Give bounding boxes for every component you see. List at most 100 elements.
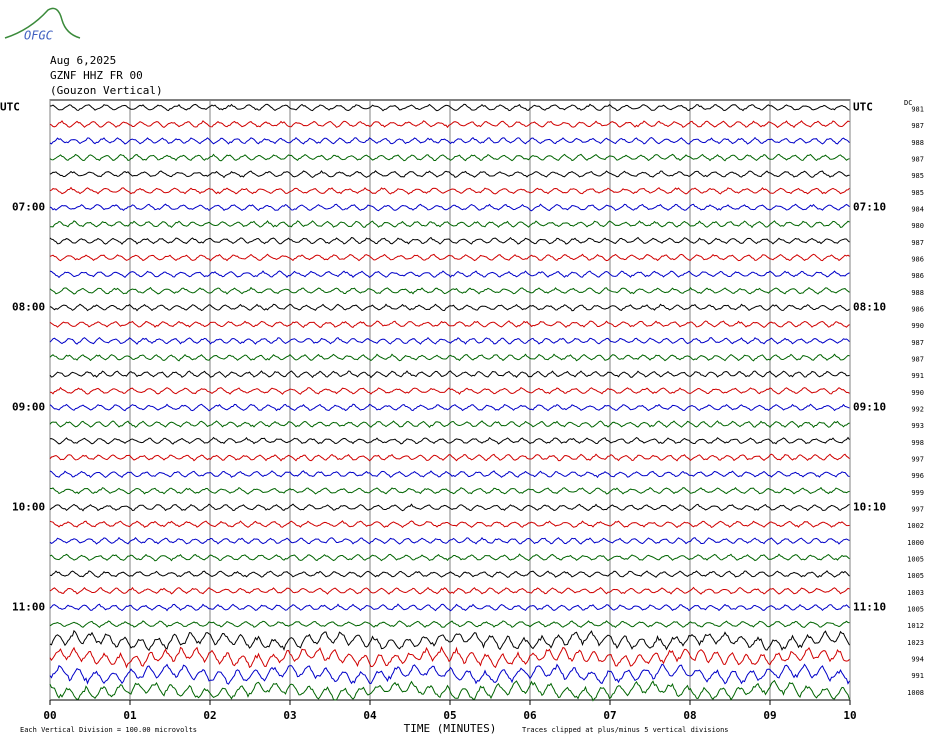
trace [49, 486, 850, 495]
station: GZNF HHZ FR 00 [50, 69, 143, 82]
dc-offset: 991 [911, 672, 924, 680]
dc-offset: 986 [911, 306, 924, 314]
dc-offset: 985 [911, 172, 924, 180]
dc-offset: 988 [911, 139, 924, 147]
left-time-label: 11:00 [12, 601, 45, 614]
right-time-label: 09:10 [853, 401, 886, 414]
dc-offset: 987 [911, 356, 924, 364]
dc-offset: 990 [911, 322, 924, 330]
trace [49, 453, 850, 462]
x-tick-label: 03 [283, 709, 296, 722]
dc-offset: 992 [911, 406, 924, 414]
dc-offset: 1002 [907, 522, 924, 530]
trace [49, 403, 850, 412]
dc-offset: 988 [911, 289, 924, 297]
trace [49, 553, 850, 562]
dc-offset: 1023 [907, 639, 924, 647]
trace [49, 620, 850, 629]
right-time-label: UTC [853, 101, 873, 114]
trace [49, 436, 850, 445]
trace [49, 503, 850, 512]
dc-offset: 1003 [907, 589, 924, 597]
left-time-label: 08:00 [12, 301, 45, 314]
x-tick-label: 07 [603, 709, 616, 722]
dc-offset: 1012 [907, 622, 924, 630]
x-tick-label: 09 [763, 709, 776, 722]
right-time-label: 07:10 [853, 201, 886, 214]
x-tick-label: 01 [123, 709, 137, 722]
dc-offset: 1000 [907, 539, 924, 547]
trace [49, 570, 850, 578]
trace [49, 663, 850, 685]
trace [49, 603, 850, 612]
right-time-label: 11:10 [853, 601, 886, 614]
trace [49, 645, 850, 669]
trace [49, 336, 850, 345]
trace [49, 270, 850, 279]
clip-note: Traces clipped at plus/minus 5 vertical … [522, 726, 729, 734]
dc-offset: 990 [911, 389, 924, 397]
trace [49, 153, 850, 162]
dc-offset: 994 [911, 656, 924, 664]
trace [49, 103, 850, 112]
trace [49, 136, 850, 145]
dc-offset: 987 [911, 122, 924, 130]
left-time-label: 07:00 [12, 201, 45, 214]
dc-offset: 1008 [907, 689, 924, 697]
trace [49, 186, 850, 195]
x-tick-label: 05 [443, 709, 456, 722]
dc-offset: 998 [911, 439, 924, 447]
dc-offset: 997 [911, 506, 924, 514]
left-time-label: 09:00 [12, 401, 45, 414]
dc-header: DC [904, 99, 912, 107]
x-tick-label: 08 [683, 709, 696, 722]
dc-offset: 1005 [907, 572, 924, 580]
dc-offset: 986 [911, 272, 924, 280]
trace [49, 303, 850, 312]
date: Aug 6,2025 [50, 54, 116, 67]
dc-offset: 1005 [907, 556, 924, 564]
trace [49, 586, 850, 595]
x-axis-label: TIME (MINUTES) [404, 722, 497, 735]
x-tick-label: 04 [363, 709, 377, 722]
dc-offset: 984 [911, 206, 924, 214]
dc-offset: 987 [911, 339, 924, 347]
trace [49, 536, 850, 545]
dc-offset: 987 [911, 239, 924, 247]
trace [49, 220, 850, 229]
dc-offset: 996 [911, 472, 924, 480]
dc-offset: 1005 [907, 606, 924, 614]
trace [49, 286, 850, 295]
x-tick-label: 00 [43, 709, 56, 722]
dc-offset: 980 [911, 222, 924, 230]
trace [49, 386, 850, 395]
x-tick-label: 10 [843, 709, 856, 722]
trace [49, 420, 850, 429]
dc-offset: 999 [911, 489, 924, 497]
dc-offset: 981 [911, 106, 924, 114]
trace [49, 353, 850, 362]
logo: OFGC [24, 29, 54, 43]
dc-offset: 991 [911, 372, 924, 380]
trace [49, 370, 850, 379]
left-time-label: UTC [0, 101, 20, 114]
dc-offset: 997 [911, 456, 924, 464]
dc-offset: 986 [911, 256, 924, 264]
dc-offset: 993 [911, 422, 924, 430]
trace [49, 520, 850, 529]
logo-curve [4, 7, 81, 39]
trace [49, 320, 850, 329]
x-tick-label: 02 [203, 709, 216, 722]
right-time-label: 08:10 [853, 301, 886, 314]
trace [49, 203, 850, 212]
trace [49, 629, 850, 652]
trace [49, 253, 850, 262]
trace [49, 470, 850, 479]
right-time-label: 10:10 [853, 501, 886, 514]
trace [49, 679, 850, 702]
trace [49, 170, 850, 179]
scale-note: Each Vertical Division = 100.00 microvol… [20, 726, 197, 734]
location: (Gouzon Vertical) [50, 84, 163, 97]
dc-offset: 985 [911, 189, 924, 197]
